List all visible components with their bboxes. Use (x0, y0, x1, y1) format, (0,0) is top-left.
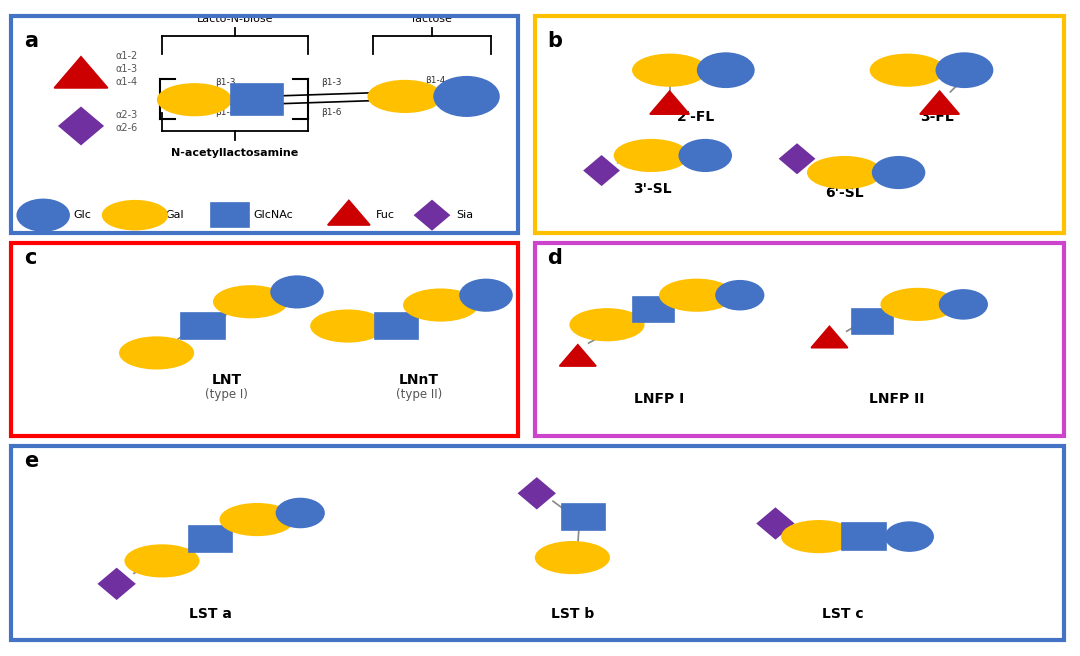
Text: LNT: LNT (212, 373, 242, 387)
Ellipse shape (870, 54, 944, 86)
Ellipse shape (782, 521, 855, 552)
Text: LST b: LST b (551, 607, 594, 621)
Text: GlcNAc: GlcNAc (254, 210, 294, 220)
Text: c: c (24, 248, 36, 268)
Polygon shape (518, 478, 555, 508)
FancyBboxPatch shape (633, 297, 674, 322)
Text: e: e (24, 451, 38, 471)
Polygon shape (559, 344, 596, 366)
Ellipse shape (311, 310, 384, 342)
Text: β1-4: β1-4 (426, 76, 446, 85)
Circle shape (886, 522, 933, 551)
Text: LST c: LST c (822, 607, 863, 621)
Text: LNFP II: LNFP II (868, 392, 924, 407)
Circle shape (460, 279, 512, 311)
FancyBboxPatch shape (842, 523, 886, 550)
Ellipse shape (570, 309, 644, 340)
Ellipse shape (536, 542, 609, 573)
FancyBboxPatch shape (562, 504, 605, 530)
Polygon shape (328, 201, 369, 225)
Text: α2-3: α2-3 (116, 110, 138, 120)
Text: (type II): (type II) (396, 388, 442, 401)
FancyBboxPatch shape (181, 313, 225, 339)
Text: a: a (24, 31, 38, 51)
Circle shape (936, 53, 993, 87)
FancyBboxPatch shape (375, 313, 418, 339)
FancyBboxPatch shape (211, 203, 249, 227)
FancyBboxPatch shape (189, 526, 232, 552)
Text: d: d (548, 248, 563, 268)
Text: Lacto-N-biose: Lacto-N-biose (197, 14, 273, 24)
FancyBboxPatch shape (852, 309, 893, 334)
Text: Gal: Gal (165, 210, 184, 220)
Text: LNFP I: LNFP I (634, 392, 684, 407)
Text: β1-3: β1-3 (321, 78, 341, 87)
Polygon shape (415, 201, 449, 230)
Polygon shape (811, 327, 848, 348)
Ellipse shape (633, 54, 706, 86)
Circle shape (698, 53, 754, 87)
Text: Glc: Glc (73, 210, 92, 220)
Ellipse shape (881, 289, 955, 320)
Text: α1-4: α1-4 (116, 77, 137, 87)
Polygon shape (59, 108, 103, 144)
Ellipse shape (404, 289, 477, 321)
Text: LNnT: LNnT (399, 373, 440, 387)
Ellipse shape (615, 140, 688, 171)
Ellipse shape (158, 84, 231, 115)
Text: 3-FL: 3-FL (920, 110, 955, 124)
Text: LST a: LST a (189, 607, 232, 621)
Ellipse shape (220, 504, 294, 535)
Ellipse shape (808, 157, 881, 188)
Text: α2-6: α2-6 (116, 123, 138, 133)
Text: α1-2: α1-2 (116, 51, 138, 61)
Polygon shape (54, 57, 108, 88)
Polygon shape (584, 156, 619, 185)
Circle shape (276, 499, 324, 527)
Circle shape (17, 199, 69, 231)
Text: b: b (548, 31, 563, 51)
Polygon shape (650, 91, 689, 114)
Circle shape (873, 157, 924, 188)
Circle shape (716, 281, 764, 310)
Ellipse shape (125, 545, 199, 577)
Text: β1-4: β1-4 (216, 108, 235, 117)
Circle shape (940, 290, 987, 319)
Text: (type I): (type I) (205, 388, 248, 401)
Circle shape (434, 77, 499, 116)
Ellipse shape (214, 286, 287, 318)
Text: Fuc: Fuc (376, 210, 395, 220)
Polygon shape (98, 569, 135, 599)
Circle shape (271, 276, 323, 308)
FancyBboxPatch shape (231, 84, 283, 115)
Text: 3'-SL: 3'-SL (633, 182, 672, 196)
Circle shape (679, 140, 731, 171)
Ellipse shape (660, 279, 733, 311)
Text: α1-3: α1-3 (116, 64, 137, 74)
Text: 6'-SL: 6'-SL (825, 186, 864, 200)
Text: lactose: lactose (413, 14, 451, 24)
Polygon shape (757, 508, 794, 539)
Text: Sia: Sia (456, 210, 473, 220)
Text: 2'-FL: 2'-FL (676, 110, 715, 124)
Ellipse shape (103, 201, 167, 230)
Polygon shape (920, 91, 959, 114)
Text: β1-3: β1-3 (216, 78, 235, 87)
Text: β1-6: β1-6 (321, 108, 341, 117)
Text: N-acetyllactosamine: N-acetyllactosamine (172, 148, 298, 158)
Ellipse shape (120, 337, 193, 369)
Polygon shape (780, 144, 814, 173)
Ellipse shape (368, 81, 442, 112)
